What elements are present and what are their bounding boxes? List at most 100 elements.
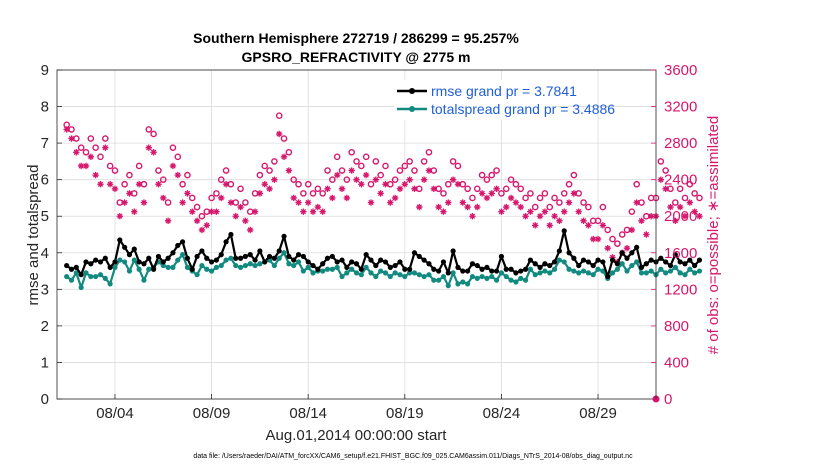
rmse-point: [663, 259, 669, 265]
obs-assimilated-point: [290, 194, 297, 202]
series-star-group: [63, 126, 703, 266]
obs-possible-point: [628, 208, 636, 215]
y-tick-left-label: 7: [41, 135, 49, 152]
rmse-point: [537, 264, 543, 270]
spread-point: [107, 281, 113, 287]
rmse-point: [484, 264, 490, 270]
obs-possible-point: [522, 194, 529, 202]
rmse-point: [112, 259, 118, 265]
y-tick-left-label: 3: [41, 281, 49, 298]
obs-assimilated-point: [77, 162, 85, 170]
rmse-point: [658, 255, 664, 261]
rmse-point: [634, 244, 640, 250]
spread-point: [349, 266, 355, 272]
obs-assimilated-point: [643, 231, 650, 238]
rmse-point: [324, 255, 331, 261]
rmse-point: [262, 259, 268, 265]
rmse-point: [276, 248, 282, 254]
obs-assimilated-point: [309, 208, 317, 215]
obs-possible-point: [420, 158, 428, 165]
obs-assimilated-point: [590, 235, 597, 243]
rmse-point: [97, 259, 104, 265]
spread-point: [450, 270, 456, 276]
y-tick-right-label: 0: [664, 391, 672, 408]
obs-possible-point: [585, 203, 592, 211]
obs-assimilated-point: [251, 208, 259, 215]
rmse-point: [184, 255, 191, 261]
y-tick-left-label: 2: [41, 318, 49, 335]
obs-possible-point: [155, 167, 162, 174]
obs-assimilated-point: [527, 208, 534, 215]
obs-possible-point: [425, 148, 433, 156]
legend-rmse-label: rmse grand pr = 3.7841: [431, 83, 577, 99]
spread-point: [663, 270, 669, 276]
obs-possible-point: [372, 158, 380, 165]
obs-assimilated-point: [106, 181, 114, 188]
rmse-point: [170, 250, 176, 256]
rmse-point: [522, 266, 529, 272]
obs-assimilated-point: [102, 144, 109, 151]
obs-assimilated-point: [594, 235, 602, 243]
obs-assimilated-point: [493, 185, 500, 193]
obs-assimilated-point: [68, 135, 75, 142]
rmse-point: [93, 257, 99, 263]
obs-possible-point: [77, 144, 85, 151]
obs-possible-point: [657, 158, 665, 165]
rmse-point: [146, 255, 152, 261]
obs-assimilated-point: [227, 199, 235, 206]
rmse-point: [373, 262, 379, 269]
obs-assimilated-point: [406, 176, 413, 183]
spread-point: [218, 262, 224, 269]
rmse-point: [421, 257, 427, 263]
legend-box: [394, 80, 556, 120]
obs-possible-point: [618, 231, 626, 238]
rmse-point: [353, 261, 360, 267]
obs-assimilated-point: [604, 245, 611, 252]
spread-point: [551, 266, 558, 272]
spread-point: [431, 277, 437, 283]
obs-possible-point: [324, 167, 331, 174]
rmse-point: [585, 259, 591, 265]
rmse-point: [551, 259, 558, 265]
rmse-point: [532, 261, 538, 267]
rmse-point: [455, 264, 461, 270]
obs-possible-point: [280, 135, 288, 142]
y-axis-left-label: rmse and totalspread: [25, 165, 42, 306]
rmse-point: [131, 246, 137, 252]
obs-possible-point: [97, 153, 104, 161]
rmse-point: [402, 266, 408, 272]
obs-assimilated-point: [266, 185, 273, 193]
obs-assimilated-point: [522, 213, 529, 220]
rmse-point: [426, 261, 432, 267]
obs-assimilated-point: [474, 203, 481, 211]
rmse-point: [469, 261, 476, 267]
spread-point: [460, 279, 466, 285]
obs-assimilated-point: [546, 222, 553, 229]
obs-possible-point: [237, 185, 244, 193]
rmse-point: [266, 253, 273, 260]
obs-possible-point: [580, 199, 587, 206]
spread-point: [421, 273, 427, 280]
obs-possible-point: [106, 162, 114, 170]
y-tick-left-label: 4: [41, 245, 49, 262]
obs-assimilated-point: [628, 226, 636, 234]
obs-possible-point: [401, 162, 409, 170]
rmse-point: [566, 250, 572, 256]
obs-possible-point: [691, 190, 698, 197]
obs-possible-point: [174, 153, 182, 161]
spread-markers: [64, 250, 703, 291]
rmse-point: [286, 253, 292, 260]
spread-point: [305, 264, 311, 270]
spread-point: [146, 266, 152, 272]
obs-assimilated-point: [396, 185, 404, 193]
spread-point: [392, 270, 398, 276]
obs-possible-point: [377, 171, 384, 179]
rmse-markers: [64, 228, 703, 280]
obs-possible-point: [594, 217, 602, 225]
spread-point: [122, 259, 128, 265]
obs-assimilated-point: [174, 171, 181, 179]
obs-assimilated-point: [135, 181, 143, 188]
obs-assimilated-point: [459, 199, 466, 206]
obs-assimilated-point: [367, 199, 375, 206]
